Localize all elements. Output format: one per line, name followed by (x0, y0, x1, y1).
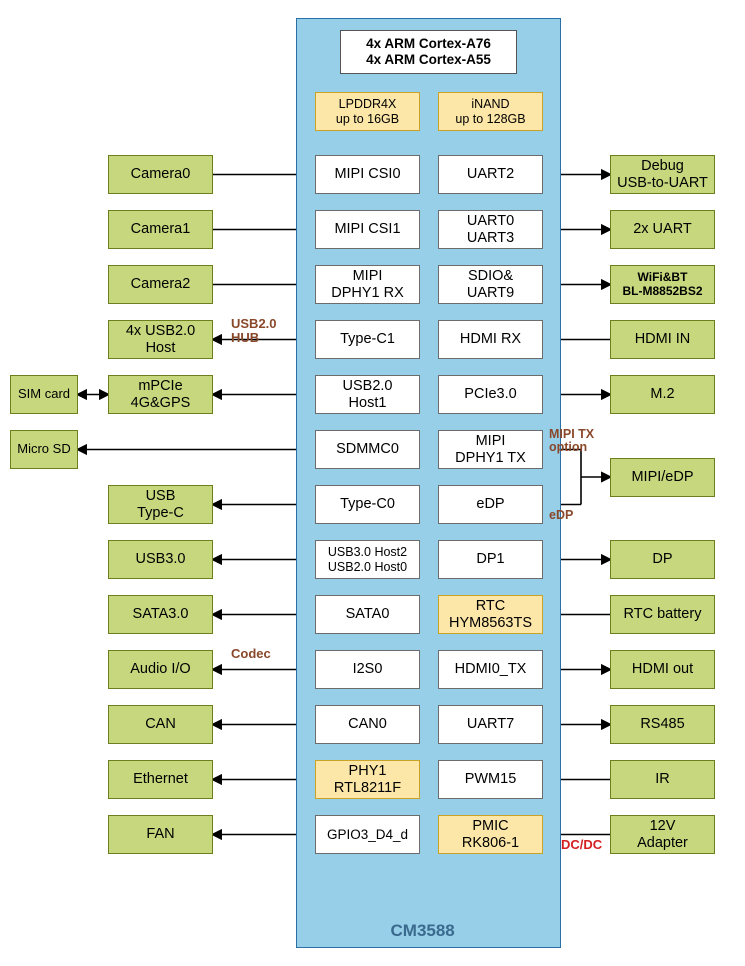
right-ext-7: DP (610, 540, 715, 579)
right-ext-1: 2x UART (610, 210, 715, 249)
right-ext-mipi-edp: MIPI/eDP (610, 458, 715, 497)
left-int-11: PHY1 RTL8211F (315, 760, 420, 799)
right-int-6: eDP (438, 485, 543, 524)
mem-0: LPDDR4X up to 16GB (315, 92, 420, 131)
right-int-5: MIPI DPHY1 TX (438, 430, 543, 469)
annot: CM3588 (391, 922, 455, 941)
left-int-7: USB3.0 Host2 USB2.0 Host0 (315, 540, 420, 579)
right-int-3: HDMI RX (438, 320, 543, 359)
left-ext-3: 4x USB2.0 Host (108, 320, 213, 359)
left-ext-2: Camera2 (108, 265, 213, 304)
cpu-block: 4x ARM Cortex-A76 4x ARM Cortex-A55 (340, 30, 517, 74)
right-ext-2: WiFi&BT BL-M8852BS2 (610, 265, 715, 304)
annot: eDP (549, 509, 573, 523)
right-int-4: PCIe3.0 (438, 375, 543, 414)
right-int-9: HDMI0_TX (438, 650, 543, 689)
left-int-9: I2S0 (315, 650, 420, 689)
right-int-2: SDIO& UART9 (438, 265, 543, 304)
annot: Codec (231, 647, 271, 661)
left-ext-7: USB3.0 (108, 540, 213, 579)
right-int-11: PWM15 (438, 760, 543, 799)
left-int-0: MIPI CSI0 (315, 155, 420, 194)
right-ext-11: IR (610, 760, 715, 799)
right-ext-12: 12V Adapter (610, 815, 715, 854)
left-int-4: USB2.0 Host1 (315, 375, 420, 414)
left-ext-8: SATA3.0 (108, 595, 213, 634)
left-ext-6: USB Type-C (108, 485, 213, 524)
left-int-2: MIPI DPHY1 RX (315, 265, 420, 304)
right-int-8: RTC HYM8563TS (438, 595, 543, 634)
annot: MIPI TX option (549, 428, 594, 456)
left-ext-9: Audio I/O (108, 650, 213, 689)
left-ext-0: Camera0 (108, 155, 213, 194)
right-ext-8: RTC battery (610, 595, 715, 634)
right-int-1: UART0 UART3 (438, 210, 543, 249)
left-ext-10: CAN (108, 705, 213, 744)
right-ext-10: RS485 (610, 705, 715, 744)
far-left-4: SIM card (10, 375, 78, 414)
left-int-8: SATA0 (315, 595, 420, 634)
left-ext-11: Ethernet (108, 760, 213, 799)
left-ext-4: mPCIe 4G&GPS (108, 375, 213, 414)
right-ext-0: Debug USB-to-UART (610, 155, 715, 194)
left-ext-12: FAN (108, 815, 213, 854)
right-ext-3: HDMI IN (610, 320, 715, 359)
far-left-5: Micro SD (10, 430, 78, 469)
right-ext-4: M.2 (610, 375, 715, 414)
right-int-7: DP1 (438, 540, 543, 579)
left-int-5: SDMMC0 (315, 430, 420, 469)
annot: DC/DC (561, 838, 602, 852)
right-int-0: UART2 (438, 155, 543, 194)
left-int-1: MIPI CSI1 (315, 210, 420, 249)
right-int-10: UART7 (438, 705, 543, 744)
right-int-12: PMIC RK806-1 (438, 815, 543, 854)
left-int-6: Type-C0 (315, 485, 420, 524)
right-ext-9: HDMI out (610, 650, 715, 689)
left-int-3: Type-C1 (315, 320, 420, 359)
left-int-12: GPIO3_D4_d (315, 815, 420, 854)
annot: USB2.0 HUB (231, 317, 277, 346)
mem-1: iNAND up to 128GB (438, 92, 543, 131)
left-ext-1: Camera1 (108, 210, 213, 249)
left-int-10: CAN0 (315, 705, 420, 744)
